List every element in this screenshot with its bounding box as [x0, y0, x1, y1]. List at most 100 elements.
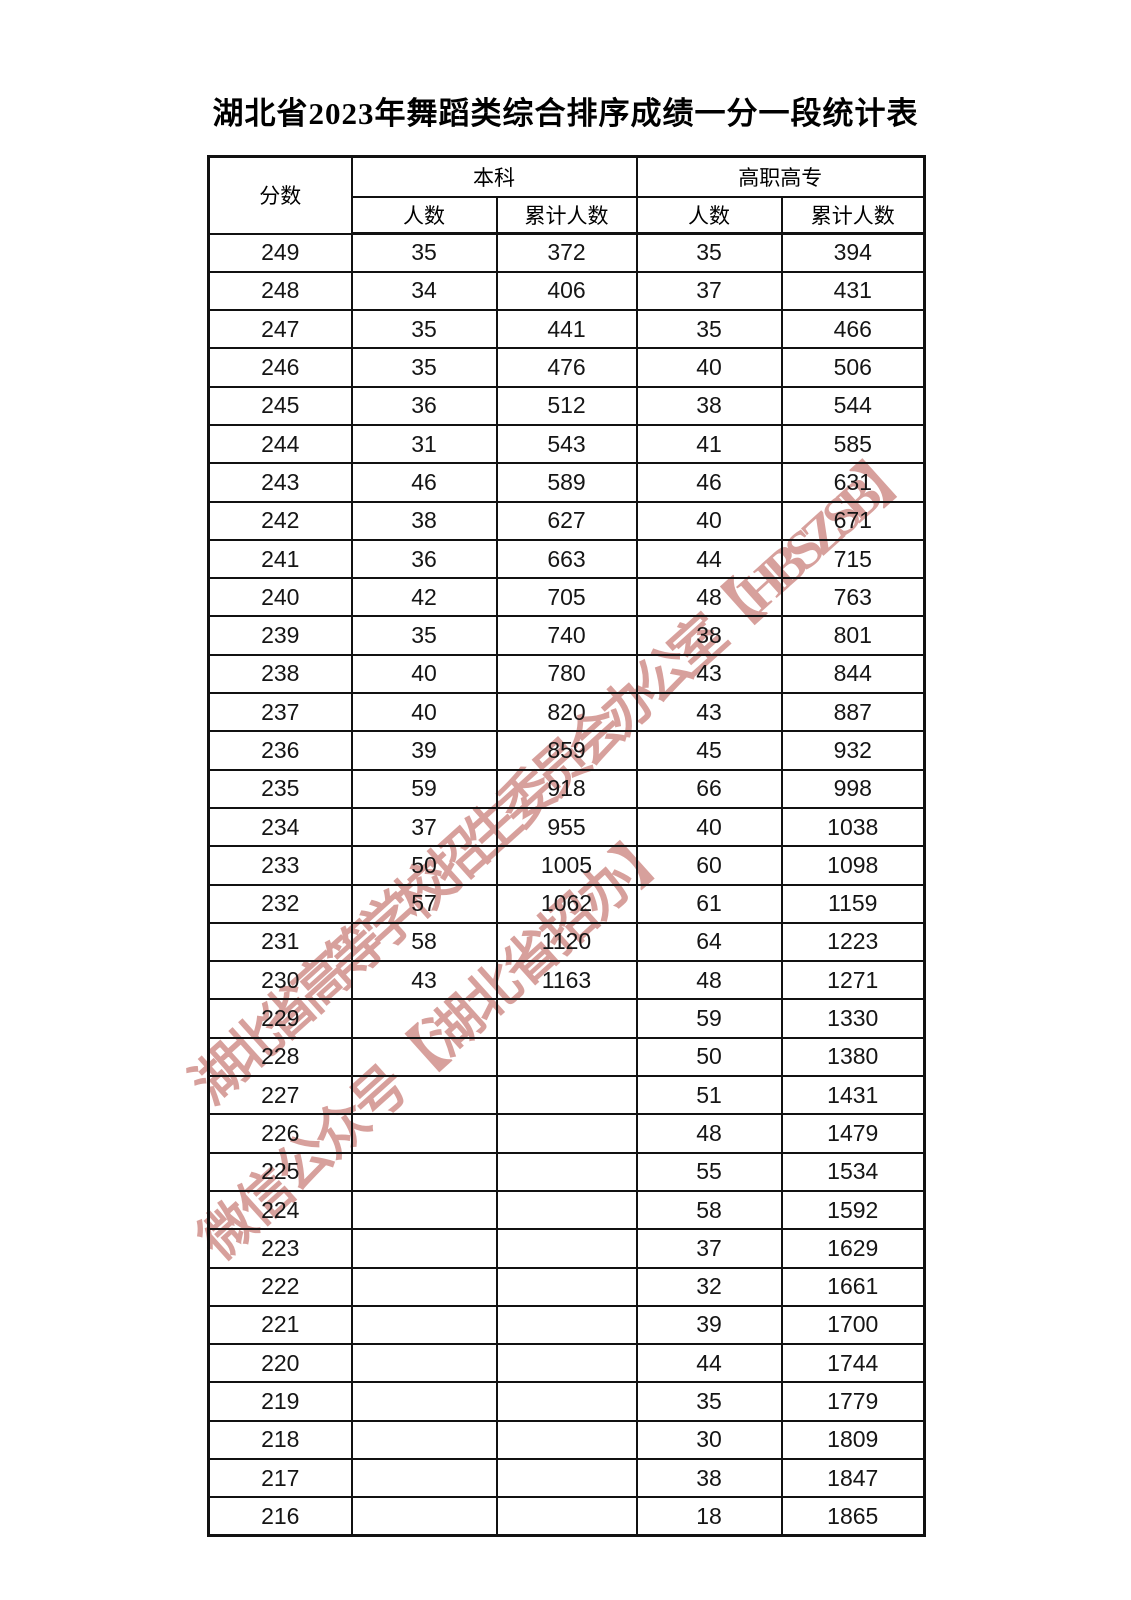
ug-cumulative-cell: 820	[495, 692, 638, 733]
ug-cumulative-cell	[495, 1113, 638, 1154]
ug-count-cell: 34	[350, 270, 498, 312]
vc-count-cell: 32	[635, 1266, 783, 1307]
vc-count-cell: 39	[635, 1304, 783, 1346]
score-cell: 230	[207, 960, 353, 1001]
vc-cumulative-cell: 1223	[780, 921, 926, 963]
ug-cumulative-cell: 740	[495, 615, 638, 656]
table-row: 241 36 663 44 715	[207, 538, 926, 580]
score-cell: 222	[207, 1266, 353, 1307]
table-row: 246 35 476 40 506	[207, 347, 926, 388]
ug-count-cell	[350, 998, 498, 1039]
table-row: 219 35 1779	[207, 1381, 926, 1422]
table-row: 218 30 1809	[207, 1419, 926, 1461]
vc-cumulative-cell: 998	[780, 768, 926, 809]
score-cell: 217	[207, 1457, 353, 1499]
vc-cumulative-cell: 844	[780, 653, 926, 695]
vc-count-cell: 40	[635, 347, 783, 388]
ug-count-cell: 36	[350, 385, 498, 426]
table-row: 224 58 1592	[207, 1189, 926, 1231]
score-cell: 223	[207, 1228, 353, 1269]
vc-cumulative-cell: 585	[780, 423, 926, 465]
vc-cumulative-cell: 1479	[780, 1113, 926, 1154]
ug-cumulative-cell: 372	[495, 232, 638, 273]
score-cell: 231	[207, 921, 353, 963]
ug-cumulative-cell	[495, 1419, 638, 1461]
ug-count-cell	[350, 1457, 498, 1499]
table-row: 228 50 1380	[207, 1036, 926, 1078]
ug-count-cell	[350, 1151, 498, 1192]
vc-count-cell: 59	[635, 998, 783, 1039]
score-cell: 233	[207, 845, 353, 886]
ug-cumulative-cell: 1163	[495, 960, 638, 1001]
table-row: 240 42 705 48 763	[207, 577, 926, 618]
score-cell: 247	[207, 309, 353, 350]
vc-count-cell: 61	[635, 883, 783, 924]
vc-cumulative-cell: 1629	[780, 1228, 926, 1269]
ug-count-cell: 37	[350, 806, 498, 848]
score-cell: 234	[207, 806, 353, 848]
ug-cumulative-cell: 476	[495, 347, 638, 388]
ug-cumulative-cell	[495, 1036, 638, 1078]
table-row: 231 58 1120 64 1223	[207, 921, 926, 963]
vc-count-cell: 41	[635, 423, 783, 465]
ug-count-cell	[350, 1036, 498, 1078]
vc-count-cell: 64	[635, 921, 783, 963]
vc-count-cell: 48	[635, 1113, 783, 1154]
score-cell: 226	[207, 1113, 353, 1154]
ug-cumulative-cell	[495, 1189, 638, 1231]
table-row: 235 59 918 66 998	[207, 768, 926, 809]
table-row: 249 35 372 35 394	[207, 232, 926, 273]
table-row: 247 35 441 35 466	[207, 309, 926, 350]
table-row: 239 35 740 38 801	[207, 615, 926, 656]
vc-cumulative-cell: 1098	[780, 845, 926, 886]
vc-count-cell: 50	[635, 1036, 783, 1078]
vc-count-cell: 51	[635, 1075, 783, 1116]
table-row: 248 34 406 37 431	[207, 270, 926, 312]
header-undergraduate: 本科	[350, 155, 638, 198]
vc-cumulative-cell: 1038	[780, 806, 926, 848]
ug-count-cell: 31	[350, 423, 498, 465]
score-cell: 219	[207, 1381, 353, 1422]
vc-count-cell: 43	[635, 692, 783, 733]
table-row: 223 37 1629	[207, 1228, 926, 1269]
ug-count-cell	[350, 1189, 498, 1231]
vc-count-cell: 44	[635, 1343, 783, 1384]
vc-cumulative-cell: 887	[780, 692, 926, 733]
ug-cumulative-cell: 955	[495, 806, 638, 848]
score-cell: 227	[207, 1075, 353, 1116]
ug-cumulative-cell: 1062	[495, 883, 638, 924]
vc-count-cell: 37	[635, 270, 783, 312]
vc-cumulative-cell: 1661	[780, 1266, 926, 1307]
ug-count-cell	[350, 1343, 498, 1384]
ug-cumulative-cell	[495, 1075, 638, 1116]
table-row: 242 38 627 40 671	[207, 500, 926, 541]
table-row: 221 39 1700	[207, 1304, 926, 1346]
score-cell: 216	[207, 1496, 353, 1537]
vc-count-cell: 58	[635, 1189, 783, 1231]
vc-cumulative-cell: 394	[780, 232, 926, 273]
header-vocational: 高职高专	[635, 155, 926, 198]
vc-count-cell: 38	[635, 1457, 783, 1499]
ug-cumulative-cell: 1005	[495, 845, 638, 886]
score-cell: 246	[207, 347, 353, 388]
table-row: 220 44 1744	[207, 1343, 926, 1384]
header-vc-count: 人数	[635, 195, 783, 235]
vc-cumulative-cell: 1431	[780, 1075, 926, 1116]
header-score: 分数	[207, 155, 353, 235]
table-row: 245 36 512 38 544	[207, 385, 926, 426]
ug-cumulative-cell: 705	[495, 577, 638, 618]
vc-cumulative-cell: 1592	[780, 1189, 926, 1231]
vc-count-cell: 45	[635, 730, 783, 771]
vc-cumulative-cell: 544	[780, 385, 926, 426]
ug-cumulative-cell	[495, 998, 638, 1039]
score-cell: 242	[207, 500, 353, 541]
score-cell: 224	[207, 1189, 353, 1231]
vc-count-cell: 30	[635, 1419, 783, 1461]
ug-count-cell: 36	[350, 538, 498, 580]
ug-count-cell	[350, 1419, 498, 1461]
vc-cumulative-cell: 1744	[780, 1343, 926, 1384]
score-cell: 236	[207, 730, 353, 771]
page-title: 湖北省2023年舞蹈类综合排序成绩一分一段统计表	[212, 96, 919, 131]
score-cell: 241	[207, 538, 353, 580]
